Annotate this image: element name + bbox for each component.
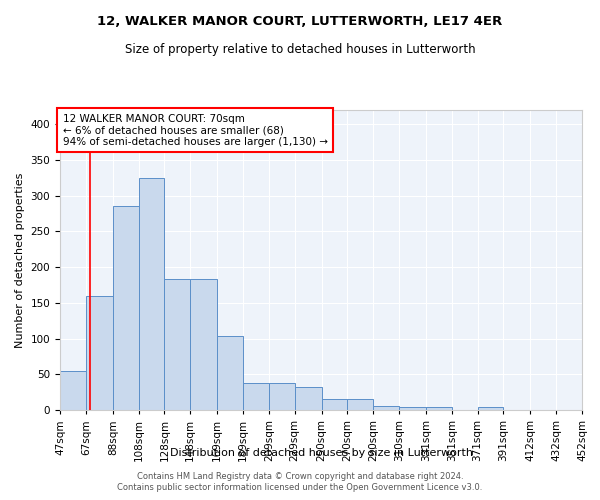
Bar [295, 387, 322, 410]
Text: 12 WALKER MANOR COURT: 70sqm
← 6% of detached houses are smaller (68)
94% of sem: 12 WALKER MANOR COURT: 70sqm ← 6% of det… [62, 114, 328, 147]
Bar [322, 398, 347, 410]
Bar [190, 280, 217, 410]
Bar [217, 336, 243, 410]
Bar [478, 407, 503, 410]
Text: Distribution of detached houses by size in Lutterworth: Distribution of detached houses by size … [170, 448, 473, 458]
Bar [86, 296, 113, 410]
Bar [373, 406, 399, 410]
Text: Contains public sector information licensed under the Open Government Licence v3: Contains public sector information licen… [118, 484, 482, 492]
Bar [347, 398, 373, 410]
Bar [164, 280, 190, 410]
Text: 12, WALKER MANOR COURT, LUTTERWORTH, LE17 4ER: 12, WALKER MANOR COURT, LUTTERWORTH, LE1… [97, 15, 503, 28]
Bar [399, 407, 426, 410]
Y-axis label: Number of detached properties: Number of detached properties [15, 172, 25, 348]
Bar [60, 370, 86, 410]
Bar [582, 408, 600, 410]
Bar [426, 407, 452, 410]
Text: Size of property relative to detached houses in Lutterworth: Size of property relative to detached ho… [125, 42, 475, 56]
Bar [269, 383, 295, 410]
Bar [113, 206, 139, 410]
Bar [139, 178, 164, 410]
Text: Contains HM Land Registry data © Crown copyright and database right 2024.: Contains HM Land Registry data © Crown c… [137, 472, 463, 481]
Bar [243, 383, 269, 410]
